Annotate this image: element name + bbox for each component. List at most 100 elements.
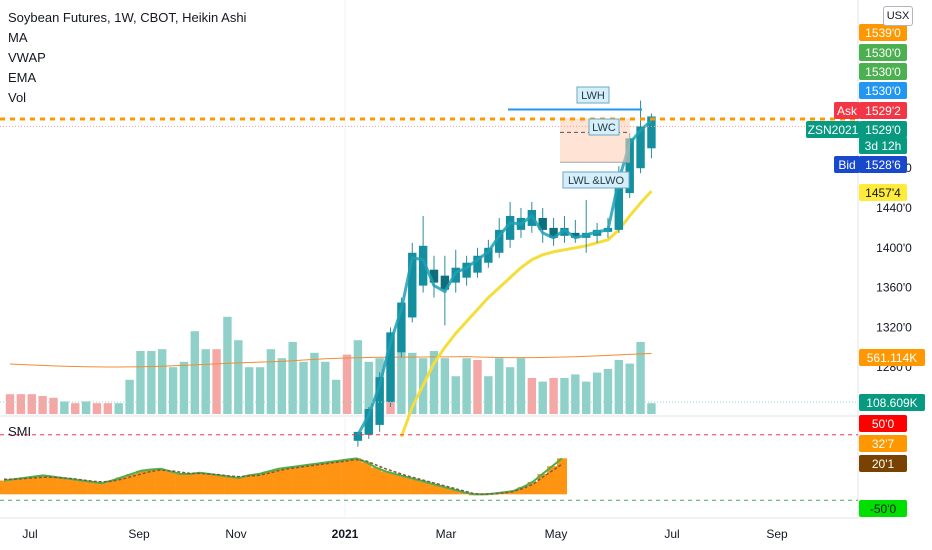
- candle-body: [473, 255, 482, 273]
- volume-bar: [71, 403, 80, 414]
- volume-bar: [136, 351, 145, 414]
- volume-bar: [38, 396, 47, 414]
- volume-bar: [288, 342, 297, 414]
- smi-bar: [57, 477, 68, 495]
- candle-body: [484, 247, 493, 263]
- smi-bar: [253, 474, 264, 495]
- smi-bar: [419, 481, 430, 495]
- volume-bar: [636, 342, 645, 414]
- smi-bar: [282, 467, 293, 495]
- candle-body: [418, 245, 428, 286]
- volume-bar: [244, 367, 254, 414]
- price-tag-text: 1530'0: [865, 46, 901, 60]
- volume-bar: [27, 394, 36, 414]
- price-tag: 1528'6: [859, 156, 907, 173]
- price-tag-text: 1530'0: [865, 84, 901, 98]
- volume-bar: [440, 358, 450, 414]
- candle-body: [647, 116, 656, 149]
- candle-body: [408, 252, 417, 318]
- smi-bar: [0, 480, 9, 495]
- price-tag: 1529'0: [859, 121, 907, 138]
- smi-bar: [28, 476, 39, 495]
- volume-bar: [625, 363, 634, 414]
- smi-bar: [8, 479, 19, 495]
- smi-bar: [145, 469, 156, 495]
- smi-bar: [136, 470, 147, 495]
- smi-bar: [96, 483, 107, 495]
- price-tag-text: 108.609K: [866, 396, 917, 410]
- volume-bar: [538, 381, 547, 414]
- smi-bar: [273, 468, 284, 495]
- price-tag-text: 32'7: [872, 437, 895, 451]
- price-tick-label: 1320'0: [876, 320, 912, 334]
- price-tag: 1457'4: [859, 184, 907, 201]
- time-tick-label: Mar: [436, 527, 457, 541]
- volume-bar: [560, 378, 569, 414]
- volume-bar: [571, 374, 580, 414]
- chart-legend: Soybean Futures, 1W, CBOT, Heikin Ashi M…: [8, 8, 246, 108]
- smi-bar: [371, 467, 381, 495]
- smi-bar: [233, 477, 244, 495]
- price-tag-text: 1529'2: [865, 104, 901, 118]
- volume-bar: [603, 369, 613, 414]
- smi-bar: [547, 466, 558, 495]
- indicator-ma[interactable]: MA: [8, 30, 28, 45]
- volume-bar: [5, 394, 15, 414]
- volume-bar: [527, 378, 537, 414]
- lwl-lwo-label: LWL &LWO: [562, 171, 630, 189]
- volume-bar: [342, 354, 352, 414]
- lwh-label-text: LWH: [581, 90, 605, 102]
- volume-bar: [408, 352, 417, 414]
- smi-bar: [439, 487, 450, 495]
- volume-bar: [462, 358, 471, 414]
- volume-bar: [223, 316, 232, 414]
- candle-body: [625, 138, 634, 194]
- volume-bar: [60, 401, 69, 414]
- smi-bar: [400, 476, 411, 495]
- volume-bar: [397, 351, 406, 414]
- volume-bars: [5, 316, 656, 414]
- price-tag: 1539'0: [859, 24, 907, 41]
- candle-body: [571, 232, 580, 238]
- candle-body: [549, 227, 558, 238]
- volume-bar: [299, 361, 308, 414]
- price-tag: 32'7: [859, 435, 907, 452]
- smi-bar: [537, 474, 548, 495]
- volume-bar: [592, 372, 602, 414]
- smi-bar: [527, 481, 538, 495]
- candle-body: [440, 275, 450, 290]
- candle-body: [560, 227, 569, 236]
- time-tick-label: Jul: [664, 527, 679, 541]
- price-tag: 561.114K: [859, 349, 925, 366]
- volume-bar: [234, 340, 243, 414]
- volume-bar: [321, 361, 330, 414]
- volume-bar: [158, 349, 167, 414]
- smi-bar: [77, 480, 88, 495]
- price-tag-text: 20'1: [872, 457, 895, 471]
- smi-bar: [302, 464, 313, 495]
- candle-body: [505, 215, 515, 240]
- indicator-ema[interactable]: EMA: [8, 70, 37, 85]
- smi-bar: [165, 471, 176, 495]
- price-tag: 20'1: [859, 455, 907, 472]
- volume-bar: [364, 361, 373, 414]
- volume-bar: [255, 367, 265, 414]
- smi-bar: [47, 476, 58, 495]
- smi-label[interactable]: SMI: [8, 424, 32, 439]
- candle-body: [353, 431, 363, 441]
- price-tag-text: Bid: [838, 158, 855, 172]
- candle-body: [429, 269, 439, 283]
- volume-bar: [266, 349, 276, 414]
- smi-bar: [361, 462, 372, 495]
- volume-bar: [310, 352, 319, 414]
- indicator-vwap[interactable]: VWAP: [8, 50, 46, 65]
- smi-line: [3, 457, 563, 496]
- currency-button[interactable]: USX: [883, 6, 913, 26]
- indicator-vol[interactable]: Vol: [8, 90, 27, 105]
- smi-signal-line: [4, 458, 563, 496]
- volume-bar: [484, 376, 493, 414]
- price-tag: -50'0: [859, 500, 907, 517]
- price-tag: 1530'0: [859, 44, 907, 61]
- smi-bar: [106, 480, 117, 495]
